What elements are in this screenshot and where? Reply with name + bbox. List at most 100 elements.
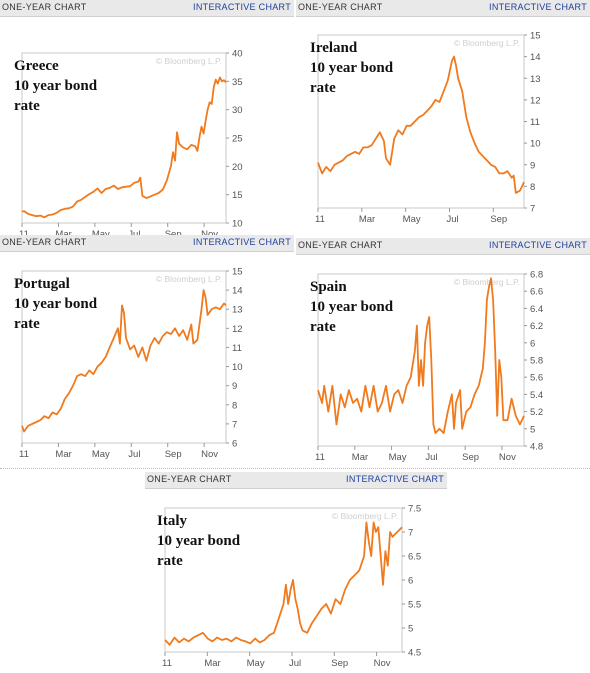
y-tick-label: 12 [232,324,243,335]
x-tick-label: May [247,658,265,669]
one-year-chart-label: ONE-YEAR CHART [2,237,87,247]
series-line [21,289,227,433]
one-year-chart-label: ONE-YEAR CHART [147,474,232,484]
y-tick-label: 5.4 [530,390,543,401]
y-tick-label: 14 [530,52,541,63]
interactive-chart-link[interactable]: INTERACTIVE CHART [346,474,444,484]
series-line [317,277,525,435]
y-tick-label: 5.6 [530,373,543,384]
x-tick-label: Jul [446,214,458,225]
y-tick-label: 8 [232,400,237,411]
line-chart: 11 Mar May Jul Sep 7 8 9 10 11 12 13 14 15 © Bloomberg… [310,31,541,226]
chart-title-line: rate [157,553,183,569]
plot-frame [317,34,525,209]
x-tick-label: May [92,449,110,460]
y-tick-label: 6.5 [408,552,421,563]
chart-separator [0,468,590,469]
chart-title-line: rate [14,316,40,332]
chart-title-line: Portugal [14,276,70,292]
chart-panel-ireland: ONE-YEAR CHART INTERACTIVE CHART 11 Mar Ma… [296,0,590,230]
x-tick-label: Nov [201,229,218,240]
chart-header: ONE-YEAR CHART INTERACTIVE CHART [296,0,590,17]
x-tick-label: Sep [462,452,479,463]
series-line [164,521,403,646]
interactive-chart-link[interactable]: INTERACTIVE CHART [489,2,587,12]
series-line [21,76,227,219]
plot-frame [21,52,227,224]
y-tick-label: 7.5 [408,504,421,515]
interactive-chart-link[interactable]: INTERACTIVE CHART [489,240,587,250]
y-tick-label: 9 [232,381,237,392]
x-tick-label: Mar [204,658,220,669]
bloomberg-watermark: © Bloomberg L.P. [156,56,222,66]
y-tick-label: 30 [232,105,243,116]
y-tick-label: 6.4 [530,304,543,315]
chart-panel-spain: ONE-YEAR CHART INTERACTIVE CHART 11 Mar Ma… [296,238,590,470]
chart-header: ONE-YEAR CHART INTERACTIVE CHART [145,472,447,489]
plot-frame [164,507,403,653]
y-tick-label: 25 [232,134,243,145]
y-tick-label: 20 [232,162,243,173]
chart-title-line: Spain [310,279,347,295]
chart-title-line: 10 year bond [310,299,394,315]
y-tick-label: 40 [232,49,243,60]
y-tick-label: 5 [408,624,413,635]
y-tick-label: 6 [408,576,413,587]
x-tick-label: Sep [490,214,507,225]
line-chart: 11 Mar May Jul Sep Nov 4.8 5 5.2 5.4 5.6 5.8 6 6.2 6.4… [310,270,543,464]
chart-title-line: rate [310,319,336,335]
bloomberg-watermark: © Bloomberg L.P. [454,277,520,287]
y-tick-label: 11 [232,343,242,354]
chart-header: ONE-YEAR CHART INTERACTIVE CHART [0,235,294,252]
y-tick-label: 7 [530,204,535,215]
chart-title-line: 10 year bond [14,296,98,312]
series-line [317,55,525,194]
y-tick-label: 35 [232,77,243,88]
x-tick-label: Nov [374,658,391,669]
y-tick-label: 10 [232,219,243,230]
chart-title-line: rate [14,98,40,114]
y-tick-label: 13 [232,305,243,316]
x-tick-label: May [403,214,421,225]
y-tick-label: 6 [530,338,535,349]
chart-title-line: Ireland [310,40,358,56]
bloomberg-watermark: © Bloomberg L.P. [332,511,398,521]
x-tick-label: Sep [331,658,348,669]
x-tick-label: Sep [165,449,182,460]
y-tick-label: 7 [232,419,237,430]
x-tick-label: Nov [201,449,218,460]
line-chart: 11 Mar May Jul Sep Nov 10 15 20 25 30 35 40 © Bloombe… [14,49,243,241]
x-tick-label: Mar [359,214,375,225]
x-tick-label: Mar [55,449,71,460]
x-tick-label: 11 [162,658,172,669]
chart-title-line: Greece [14,58,59,74]
y-tick-label: 6.6 [530,287,543,298]
chart-title-line: Italy [157,513,188,529]
y-tick-label: 10 [530,139,541,150]
y-tick-label: 15 [530,31,541,42]
y-tick-label: 15 [232,190,243,201]
interactive-chart-link[interactable]: INTERACTIVE CHART [193,237,291,247]
one-year-chart-label: ONE-YEAR CHART [298,240,383,250]
x-tick-label: 11 [315,452,325,463]
x-tick-label: Jul [425,452,437,463]
x-tick-label: Nov [499,452,516,463]
chart-title-line: 10 year bond [310,60,394,76]
y-tick-label: 6.8 [530,270,543,281]
y-tick-label: 10 [232,362,243,373]
x-tick-label: Sep [165,229,182,240]
one-year-chart-label: ONE-YEAR CHART [298,2,383,12]
chart-title-line: rate [310,80,336,96]
x-tick-label: May [389,452,407,463]
y-tick-label: 5.8 [530,356,543,367]
y-tick-label: 6.2 [530,321,543,332]
bloomberg-watermark: © Bloomberg L.P. [454,38,520,48]
x-tick-label: Mar [352,452,368,463]
chart-panel-portugal: ONE-YEAR CHART INTERACTIVE CHART 11 Mar Ma… [0,235,294,467]
y-tick-label: 7 [408,528,413,539]
chart-header: ONE-YEAR CHART INTERACTIVE CHART [296,238,590,255]
y-tick-label: 5 [530,424,535,435]
y-tick-label: 9 [530,160,535,171]
y-tick-label: 11 [530,117,540,128]
interactive-chart-link[interactable]: INTERACTIVE CHART [193,2,291,12]
